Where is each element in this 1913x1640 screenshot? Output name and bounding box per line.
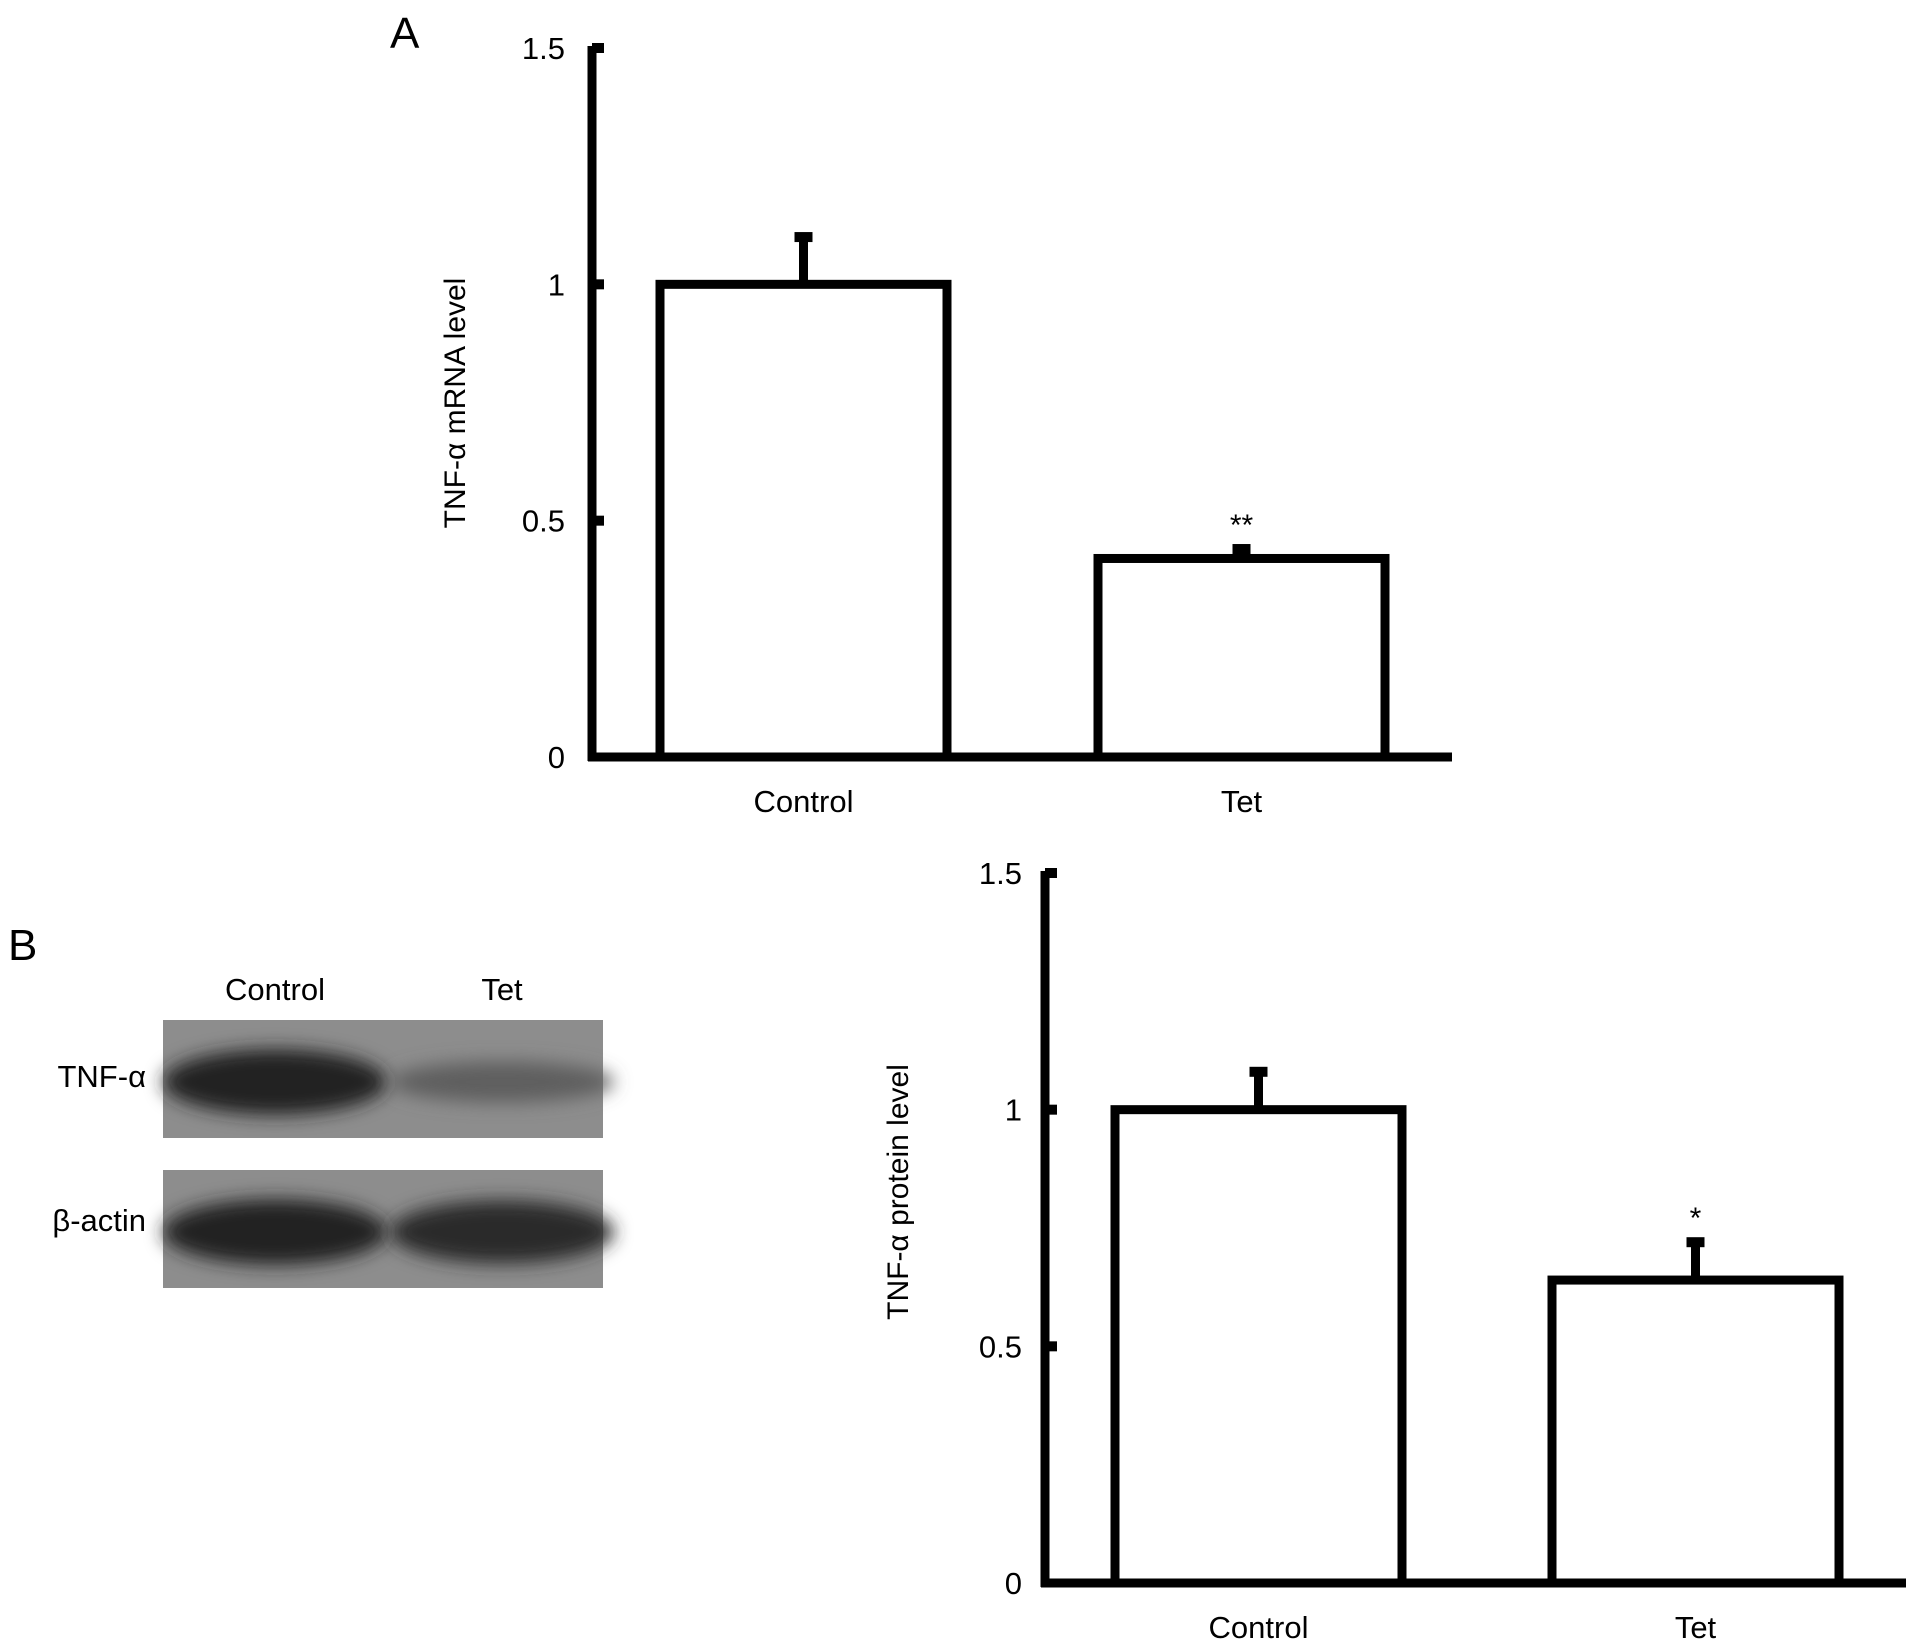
chart-b-y-tick-label: 0.5	[979, 1329, 1022, 1364]
chart-a-category-label-tet: Tet	[1221, 784, 1263, 819]
chart-b-bar-control	[1110, 1105, 1407, 1588]
chart-b-y-tick-label: 0	[1005, 1566, 1022, 1601]
chart-b-error-cap-tet	[1686, 1237, 1705, 1248]
panel-label-b: B	[8, 921, 37, 970]
chart-a-category-label-control: Control	[754, 784, 854, 819]
chart-a-y-tick	[592, 43, 604, 53]
blot-row-label-tnf-alpha: TNF-α	[57, 1059, 146, 1094]
blot-band-actin-tet	[390, 1200, 614, 1264]
chart-b-error-cap-control	[1249, 1066, 1268, 1077]
chart-a-y-tick-label: 0.5	[522, 504, 565, 539]
blot-band-tnf-control	[163, 1049, 387, 1115]
blot-band-actin-control	[163, 1199, 387, 1265]
chart-b-y-tick-label: 1.5	[979, 856, 1022, 891]
chart-a-bar-control	[655, 279, 952, 762]
chart-a-y-tick-label: 0	[548, 740, 565, 775]
chart-b-category-label-control: Control	[1209, 1610, 1309, 1640]
chart-b-y-tick-label: 1	[1005, 1093, 1022, 1128]
chart-b-category-label-tet: Tet	[1675, 1610, 1717, 1640]
chart-a-y-tick-label: 1	[548, 267, 565, 302]
panel-label-a: A	[390, 9, 420, 58]
chart-b-y-tick	[1045, 1341, 1057, 1352]
chart-b-y-axis-label: TNF-α protein level	[882, 1064, 915, 1320]
chart-b: TNF-α protein level 0 0.5 1 1.5 Control Tet *	[882, 856, 1906, 1640]
chart-a-y-tick	[592, 279, 604, 290]
chart-a-bar-tet	[1093, 553, 1390, 762]
blot-lane-label-control: Control	[225, 972, 325, 1007]
western-blot: Control Tet TNF-α β-actin	[52, 972, 614, 1288]
chart-b-y-tick	[1045, 868, 1057, 878]
chart-a: TNF-α mRNA level 0 0.5 1 1.5 Control Tet **	[439, 31, 1452, 819]
blot-band-tnf-tet	[390, 1061, 614, 1103]
chart-a-error-cap-control	[794, 232, 813, 243]
chart-b-significance-tet: *	[1690, 1202, 1702, 1235]
blot-lane-label-tet: Tet	[481, 972, 523, 1007]
blot-row-label-beta-actin: β-actin	[52, 1203, 146, 1238]
chart-a-significance-tet: **	[1230, 509, 1254, 542]
chart-b-bar-tet	[1547, 1275, 1844, 1588]
chart-a-y-tick	[592, 515, 604, 526]
chart-a-y-tick-label: 1.5	[522, 31, 565, 66]
chart-a-y-axis-label: TNF-α mRNA level	[439, 278, 472, 529]
chart-b-y-tick	[1045, 1104, 1057, 1115]
chart-a-error-cap-tet	[1232, 544, 1251, 555]
